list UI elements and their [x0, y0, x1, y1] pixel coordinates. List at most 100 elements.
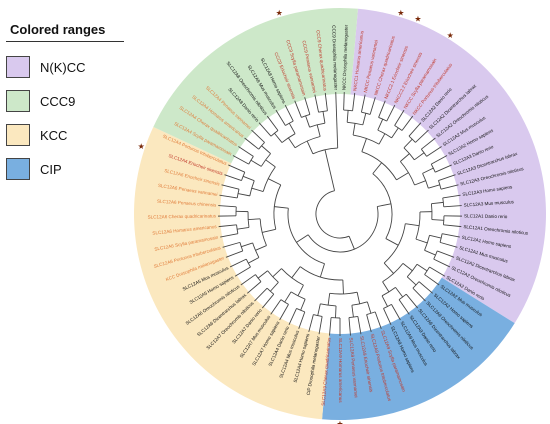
tree-branches [218, 92, 462, 336]
branch-segment-115 [335, 305, 337, 318]
branch-segment-31 [400, 153, 410, 162]
branch-segment-17 [360, 94, 366, 113]
branch-arc-196 [281, 133, 296, 143]
branch-segment-65 [415, 238, 428, 244]
branch-segment-127 [300, 298, 306, 311]
branch-segment-185 [232, 155, 249, 165]
legend-swatch-ccc9 [6, 90, 30, 112]
branch-segment-113 [327, 293, 331, 306]
branch-segment-39 [421, 137, 436, 150]
branch-segment-92 [398, 299, 410, 315]
branch-segment-111 [357, 316, 362, 335]
branch-segment-147 [262, 228, 276, 233]
branch-segment-50 [440, 184, 459, 190]
branch-segment-96 [383, 308, 392, 326]
branch-segment-139 [261, 293, 275, 309]
branch-segment-25 [391, 127, 399, 139]
branch-arc-98 [287, 208, 325, 265]
branch-segment-149 [255, 245, 267, 251]
clade-range-nkcc [350, 8, 546, 324]
branch-segment-73 [437, 250, 455, 258]
branch-segment-171 [251, 187, 264, 192]
branch-segment-144 [240, 274, 256, 286]
branch-segment-49 [438, 174, 456, 181]
branch-arc-2 [307, 206, 379, 253]
branch-segment-91 [405, 293, 419, 309]
branch-arc-146 [273, 184, 282, 230]
branch-segment-93 [381, 295, 388, 307]
leaf-label-54: SLC12A6 Cherax quadricarinatus [148, 213, 217, 219]
branch-arc-94 [383, 303, 392, 309]
star-marker-2: ★ [447, 31, 454, 40]
branch-segment-9 [352, 123, 356, 136]
branch-segment-1 [348, 236, 355, 250]
branch-segment-119 [317, 303, 321, 316]
branch-arc-0 [315, 190, 350, 239]
branch-segment-211 [322, 111, 326, 124]
branch-segment-214 [324, 92, 328, 111]
branch-segment-61 [431, 219, 444, 221]
clade-range-ccc9 [153, 7, 358, 164]
branch-segment-131 [284, 291, 292, 303]
branch-segment-109 [351, 305, 354, 318]
branch-segment-215 [335, 92, 339, 149]
branch-segment-175 [219, 194, 238, 199]
branch-segment-123 [291, 266, 301, 279]
branch-segment-21 [377, 118, 384, 131]
branch-segment-85 [418, 281, 433, 294]
star-markers: ★ ★ ★ ★ ★ ★ [138, 8, 454, 424]
branch-segment-105 [366, 301, 372, 314]
legend-item-kcc: KCC [6, 118, 126, 152]
branch-segment-77 [402, 262, 413, 272]
branch-arc-88 [381, 287, 396, 297]
branch-segment-169 [268, 178, 281, 186]
branch-arc-58 [442, 197, 445, 207]
branch-arc-66 [424, 235, 430, 251]
branch-segment-83 [406, 276, 417, 286]
branch-segment-97 [296, 234, 309, 243]
branch-segment-37 [414, 152, 425, 161]
leaf-label-37: SLC12A9 Cherax quadricarinatus [321, 337, 332, 406]
branch-segment-151 [248, 257, 260, 264]
branch-segment-130 [288, 308, 297, 326]
legend-label-kcc: KCC [40, 127, 68, 143]
leaf-label-35: SLC12A9 Penaeus vannamei [348, 337, 358, 397]
branch-segment-183 [250, 159, 262, 167]
branch-arc-182 [260, 153, 271, 167]
branch-arc-156 [239, 242, 244, 252]
legend: Colored ranges N(K)CC CCC9 KCC CIP [6, 8, 126, 186]
branch-segment-86 [412, 287, 426, 302]
branch-segment-201 [288, 122, 296, 134]
leaf-label-72: CCC9 Drosophila melanogaster [331, 25, 338, 90]
legend-label-cip: CIP [40, 161, 62, 177]
branch-segment-118 [329, 317, 332, 336]
branch-segment-47 [428, 184, 440, 189]
star-marker-4: ★ [138, 142, 145, 151]
branch-arc-148 [259, 218, 267, 246]
branch-arc-26 [394, 125, 403, 131]
branch-segment-163 [220, 233, 238, 238]
legend-label-nkcc: N(K)CC [40, 59, 86, 75]
branch-segment-29 [396, 172, 409, 181]
branch-segment-71 [424, 249, 436, 256]
branch-arc-42 [422, 173, 429, 189]
branch-segment-43 [422, 167, 434, 174]
branch-arc-12 [343, 109, 353, 112]
leaf-label-18: SLC12A1 Danio rerio [464, 213, 508, 219]
branch-segment-129 [298, 311, 306, 329]
branch-segment-5 [372, 162, 382, 174]
branch-segment-41 [414, 180, 426, 186]
branch-segment-181 [265, 159, 276, 168]
branch-segment-161 [237, 227, 250, 230]
legend-label-ccc9: CCC9 [40, 93, 76, 109]
branch-arc-126 [290, 291, 306, 300]
star-marker-1: ★ [414, 14, 421, 23]
branch-segment-23 [378, 100, 386, 118]
branch-segment-177 [242, 175, 255, 182]
branch-segment-53 [405, 223, 420, 227]
leaf-label-19: SLC12A1 Oreochromis niloticus [463, 224, 529, 236]
leaf-label-0: NKCC Drosophila melanogaster [342, 24, 349, 90]
branch-arc-194 [294, 136, 321, 149]
branch-segment-81 [429, 266, 446, 277]
branch-segment-67 [429, 234, 442, 239]
